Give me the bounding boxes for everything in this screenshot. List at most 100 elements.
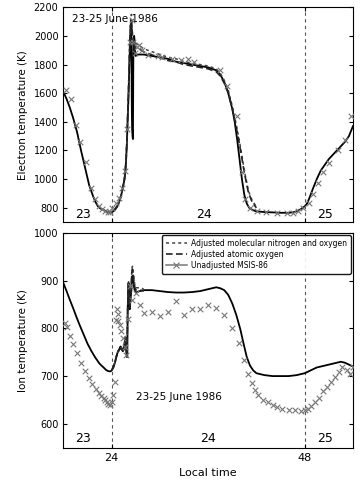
Point [137,302,143,309]
Point [342,136,348,144]
Point [335,147,341,154]
Point [249,379,254,387]
Point [98,392,104,400]
Point [114,305,120,313]
Point [120,334,126,342]
Point [328,378,334,386]
Point [310,190,316,198]
Point [83,158,89,166]
Point [305,405,311,412]
Point [93,385,98,393]
Text: 23-25 June 1986: 23-25 June 1986 [136,392,222,402]
Point [145,51,151,59]
Point [70,340,76,348]
Point [169,55,175,63]
Point [239,168,245,176]
Point [263,208,269,216]
Point [102,396,108,404]
Point [82,367,88,375]
Point [234,112,240,120]
Point [197,305,203,313]
Y-axis label: Ion temperature (K): Ion temperature (K) [18,289,29,392]
Point [270,401,275,408]
Point [191,58,197,65]
Point [247,204,253,212]
Point [112,378,118,386]
Point [252,387,258,394]
Text: 25: 25 [317,432,333,445]
Point [336,368,342,376]
Text: 23: 23 [76,432,91,445]
Point [136,41,142,48]
Point [118,327,124,334]
Point [292,407,298,414]
Point [129,296,135,303]
Point [119,184,125,192]
Point [133,288,139,296]
Point [68,95,73,103]
Legend: Adjusted molecular nitrogen and oxygen, Adjusted atomic oxygen, Unadjusted MSIS-: Adjusted molecular nitrogen and oxygen, … [162,235,351,273]
Point [324,383,330,391]
Point [242,196,248,203]
Point [127,283,133,290]
Point [308,402,314,409]
Point [155,52,161,60]
Point [92,196,98,203]
Point [127,38,133,45]
Text: 23-25 June 1986: 23-25 June 1986 [72,14,158,24]
Point [110,391,116,399]
Point [255,391,261,399]
Point [320,388,326,395]
Point [110,204,115,212]
Point [159,54,165,61]
Point [96,202,102,210]
Point [73,121,79,129]
Point [123,351,129,359]
Point [320,168,326,176]
Point [129,16,135,24]
Point [125,315,131,323]
Point [132,49,138,57]
Point [116,194,122,202]
Point [96,390,102,397]
Point [241,356,247,364]
Point [149,308,155,316]
Point [139,46,145,54]
Point [134,44,139,51]
Point [298,408,304,415]
Point [63,87,69,94]
Point [344,366,349,374]
Point [236,339,241,347]
Point [115,310,121,318]
Point [332,373,338,381]
Point [86,374,92,382]
Point [178,56,184,64]
Point [99,205,105,213]
Text: 24: 24 [200,432,216,445]
Point [315,180,320,187]
Point [265,398,270,406]
Point [350,363,356,371]
Point [181,311,187,319]
Point [302,407,308,414]
Point [88,184,94,192]
Point [300,204,306,212]
Point [224,82,230,90]
Point [205,302,211,309]
Point [105,400,111,408]
Point [340,363,345,370]
Point [89,380,95,388]
Point [349,112,354,120]
Point [107,209,113,216]
Point [286,406,291,413]
Text: 24: 24 [196,208,212,221]
Point [113,199,118,207]
Point [117,320,123,328]
Point [306,199,312,207]
Y-axis label: Electron temperature (K): Electron temperature (K) [18,50,28,180]
Point [230,324,235,332]
Point [312,398,318,406]
Point [260,396,266,404]
Text: 25: 25 [317,208,333,221]
X-axis label: Local time: Local time [179,468,237,478]
